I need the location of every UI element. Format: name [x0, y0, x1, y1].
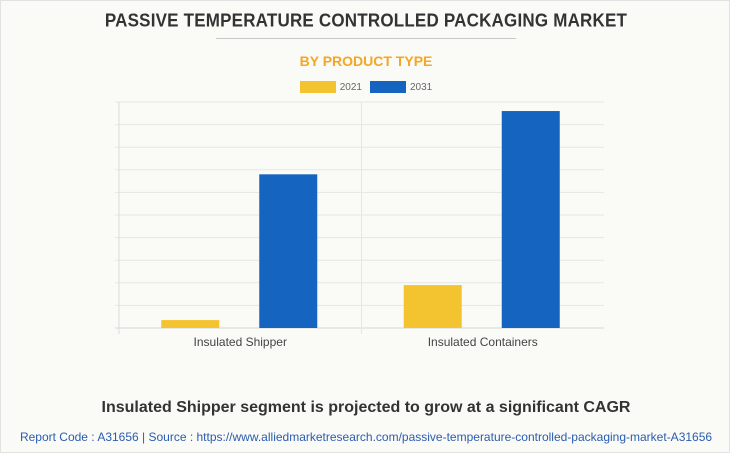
- chart-headline: Insulated Shipper segment is projected t…: [101, 399, 631, 416]
- bar-2021-insulated-shipper: [161, 320, 220, 328]
- bar-chart: Insulated Shipper Insulated Containers: [115, 101, 604, 349]
- legend: 2021 2031: [1, 81, 730, 93]
- legend-swatch-2031: [370, 81, 406, 93]
- legend-item-2031[interactable]: 2031: [370, 81, 432, 93]
- legend-item-2021[interactable]: 2021: [299, 81, 362, 93]
- legend-label-2021: 2021: [339, 81, 362, 93]
- legend-label-2031: 2031: [410, 81, 433, 93]
- bar-2021-insulated-containers: [403, 285, 462, 328]
- source-footer[interactable]: Report Code : A31656 | Source : https://…: [19, 430, 713, 444]
- x-tick-label: Insulated Shipper: [194, 335, 287, 349]
- bar-2031-insulated-containers: [501, 111, 560, 328]
- x-tick-label: Insulated Containers: [428, 335, 538, 349]
- chart-subtitle: BY PRODUCT TYPE: [299, 53, 433, 69]
- bar-2031-insulated-shipper: [259, 174, 318, 328]
- chart-title: PASSIVE TEMPERATURE CONTROLLED PACKAGING…: [104, 10, 628, 31]
- title-divider: [216, 38, 516, 39]
- legend-swatch-2021: [299, 81, 336, 93]
